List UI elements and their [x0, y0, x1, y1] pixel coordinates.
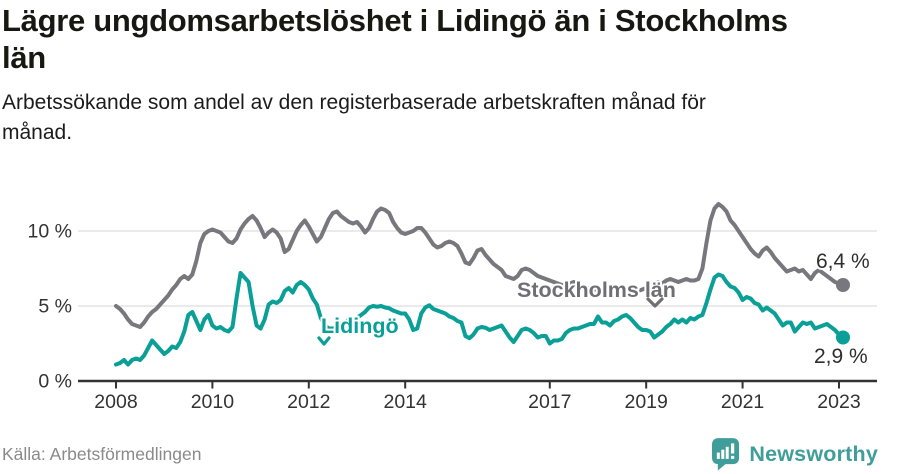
- line-chart: 0 % 5 % 10 % 2008 2010 2012 2014 2017 2019 2021 2…: [0, 180, 900, 430]
- page-title: Lägre ungdomsarbetslöshet i Lidingö än i…: [2, 3, 788, 76]
- series-label-lidingo: Lidingö: [321, 314, 399, 338]
- newsworthy-logo-icon: [712, 438, 740, 471]
- series-lines: [114, 202, 850, 367]
- series-end-dot: [836, 330, 850, 345]
- x-tick-label: 2019: [624, 391, 667, 413]
- stockholm-pointer-icon: [646, 297, 664, 308]
- newsworthy-logo-text: Newsworthy: [749, 442, 878, 466]
- end-value-stockholm: 6,4 %: [816, 250, 870, 273]
- series-line-liding-: [114, 271, 845, 367]
- series-label-stockholm: Stockholms län: [517, 278, 676, 302]
- chart-canvas: 0 %5 %10 % 2008 2010 2012 2014 2017 2019 2021 2…: [28, 202, 877, 413]
- y-tick-label: 5 %: [38, 296, 72, 318]
- y-tick-label: 0 %: [38, 371, 72, 393]
- series-end-dot: [836, 278, 850, 292]
- x-tick-label: 2014: [383, 391, 427, 413]
- x-tick-label: 2010: [191, 391, 235, 413]
- y-tick-label: 10 %: [28, 221, 72, 243]
- newsworthy-logo: Newsworthy: [712, 438, 878, 471]
- gridlines: [78, 230, 877, 307]
- x-tick-label: 2008: [94, 391, 137, 413]
- x-tick-label: 2012: [287, 391, 330, 413]
- series-line-stockholms-l-n: [114, 202, 845, 329]
- x-tick-label: 2023: [817, 391, 860, 413]
- x-axis-labels: 2008 2010 2012 2014 2017 2019 2021 2023: [94, 391, 860, 413]
- x-axis-ticks: [115, 381, 840, 389]
- lidingo-pointer-icon: [317, 336, 331, 346]
- x-tick-label: 2021: [721, 391, 764, 413]
- y-axis-labels: 0 % 5 % 10 %: [28, 221, 72, 393]
- chart-subtitle: Arbetssökande som andel av den registerb…: [2, 91, 706, 144]
- x-tick-label: 2017: [528, 391, 571, 413]
- end-value-lidingo: 2,9 %: [814, 345, 868, 368]
- source-note: Källa: Arbetsförmedlingen: [2, 444, 202, 464]
